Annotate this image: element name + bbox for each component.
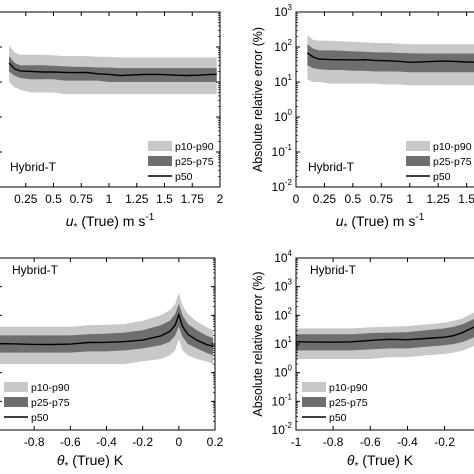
band-p25-p75	[307, 44, 474, 73]
x-tick-label: 0.5	[45, 192, 62, 206]
legend-label: p10-p90	[329, 382, 368, 394]
panel-annotation: Hybrid-T	[308, 160, 355, 174]
x-tick-label: 0.5	[345, 192, 362, 206]
y-tick-label: 104	[274, 249, 292, 265]
x-tick-label: 0	[293, 192, 300, 206]
x-tick-label: -1	[291, 435, 302, 449]
chart-panel-top-right: 0 0.25 0.5 0.75 1 1.25 1.5 10-2 10-1 100 101 102 103…	[251, 3, 474, 233]
legend: p10-p90 p25-p75 p50	[148, 141, 214, 183]
x-axis-label: u* (True) m s-1	[66, 212, 155, 233]
line-p50	[8, 62, 217, 77]
legend-label: p25-p75	[175, 156, 214, 168]
chart-panels: 0.25 0.5 0.75 1 1.25 1.5 1.75 2 u* (True) m s-1 H…	[0, 3, 474, 472]
x-tick-label: 1.25	[427, 192, 451, 206]
x-tick-label: 0.75	[370, 192, 394, 206]
plot-area	[306, 35, 474, 86]
legend-label: p50	[329, 412, 347, 424]
legend-swatch	[148, 156, 172, 166]
legend-label: p50	[31, 412, 49, 424]
y-tick-label: 101	[274, 335, 292, 351]
y-axis-label: Absolute relative error (%)	[251, 271, 265, 416]
x-tick-label: 1	[406, 192, 413, 206]
legend-label: p25-p75	[31, 397, 70, 409]
legend: p10-p90 p25-p75 p50	[302, 382, 368, 424]
x-tick-label: -0.2	[132, 435, 153, 449]
plot-area	[296, 312, 474, 359]
plot-area	[0, 293, 214, 364]
x-tick-label: -0.6	[60, 435, 81, 449]
legend-swatch	[4, 397, 28, 407]
y-tick-label: 10-1	[272, 143, 293, 159]
x-tick-label: -0.4	[397, 435, 418, 449]
legend-label: p25-p75	[433, 156, 472, 168]
band-p25-p75	[0, 303, 214, 356]
x-tick-label: 1.75	[181, 192, 205, 206]
y-tick-label: 100	[274, 364, 292, 380]
legend-label: p10-p90	[175, 141, 214, 153]
line-p50	[296, 326, 474, 343]
panel-annotation: Hybrid-T	[310, 263, 357, 277]
panel-annotation: Hybrid-T	[10, 160, 57, 174]
legend-swatch	[4, 382, 28, 392]
legend-label: p50	[175, 171, 193, 183]
x-tick-label: -0.2	[434, 435, 455, 449]
y-tick-label: 102	[274, 306, 292, 322]
legend-label: p25-p75	[329, 397, 368, 409]
legend: p10-p90 p25-p75 p50	[4, 382, 70, 424]
x-axis-label: u* (True) m s-1	[336, 212, 425, 233]
x-axis-label: θ* (True) K	[347, 452, 414, 472]
x-tick-label: 0.2	[207, 435, 224, 449]
x-tick-label: -0.6	[360, 435, 381, 449]
plot-area	[8, 45, 217, 95]
x-tick-label: 0.75	[70, 192, 94, 206]
legend-swatch	[302, 382, 326, 392]
y-tick-label: 10-2	[272, 421, 293, 437]
legend-swatch	[406, 141, 430, 151]
line-p50	[306, 52, 474, 64]
x-tick-label: 1	[106, 192, 113, 206]
y-tick-label: 100	[274, 108, 292, 124]
y-tick-label: 103	[274, 3, 292, 19]
x-tick-label: 2	[217, 192, 224, 206]
y-tick-label: 10-2	[272, 178, 293, 194]
x-tick-label: -0.8	[24, 435, 45, 449]
x-tick-label: 0.25	[313, 192, 337, 206]
axes-frame	[295, 11, 474, 188]
chart-panel-top-left: 0.25 0.5 0.75 1 1.25 1.5 1.75 2 u* (True) m s-1 H…	[0, 11, 224, 233]
line-p50	[0, 312, 214, 348]
legend-swatch	[148, 141, 172, 151]
x-tick-label: -0.4	[96, 435, 117, 449]
band-p25-p75	[9, 56, 217, 82]
chart-panel-bottom-left: -0.8 -0.6 -0.4 -0.2 0 0.2 θ* (True) K Hybrid-T p…	[0, 257, 224, 472]
legend-label: p10-p90	[31, 382, 70, 394]
chart-panel-bottom-right: -1 -0.8 -0.6 -0.4 -0.2 10-2 10-1 100 101 102 103 10…	[251, 249, 474, 472]
panel-annotation: Hybrid-T	[12, 263, 59, 277]
legend: p10-p90 p25-p75 p50	[406, 141, 472, 183]
x-tick-label: 1.5	[458, 192, 474, 206]
y-tick-label: 101	[274, 73, 292, 89]
x-tick-label: 0.25	[14, 192, 38, 206]
legend-label: p10-p90	[433, 141, 472, 153]
y-tick-label: 102	[274, 38, 292, 54]
x-tick-label: -0.8	[323, 435, 344, 449]
x-tick-label: 1.25	[125, 192, 149, 206]
x-axis-label: θ* (True) K	[57, 452, 124, 472]
legend-swatch	[302, 397, 326, 407]
legend-swatch	[406, 156, 430, 166]
y-tick-label: 103	[274, 278, 292, 294]
legend-label: p50	[433, 171, 451, 183]
y-tick-label: 10-1	[272, 392, 293, 408]
x-tick-label: 1.5	[156, 192, 173, 206]
y-axis-label: Absolute relative error (%)	[251, 27, 265, 172]
x-tick-label: 0	[175, 435, 182, 449]
